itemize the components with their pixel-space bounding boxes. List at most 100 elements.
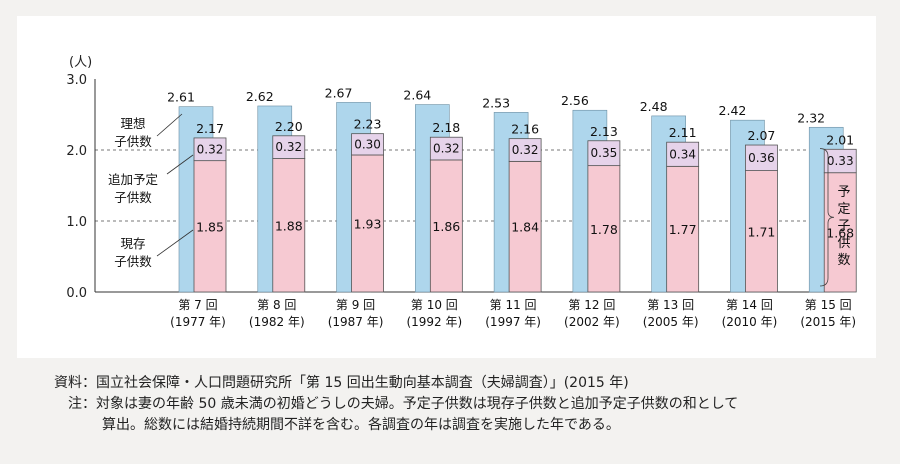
additional-bar	[823, 148, 857, 174]
category-year-label: (1977 年)	[170, 315, 226, 329]
additional-value-label: 0.30	[354, 137, 381, 151]
additional-bar	[193, 137, 227, 162]
planned-value-label: 2.23	[354, 117, 382, 132]
category-label: 第 8 回	[257, 298, 296, 312]
chart-panel: (人) 0.0 1.0 2.0 3.0 2.61 2.17 0.32 1.85 第 7 回 (197…	[17, 16, 876, 358]
existing-bar	[272, 158, 306, 293]
planned-total-label-char: 予	[837, 185, 850, 200]
ideal-value-label: 2.53	[482, 95, 510, 110]
existing-value-label: 1.86	[432, 219, 460, 234]
additional-bar	[745, 144, 778, 171]
existing-value-label: 1.77	[669, 222, 697, 237]
source-head: 資料：	[54, 375, 96, 391]
planned-value-label: 2.16	[511, 122, 539, 137]
category-label: 第 9 回	[336, 298, 375, 312]
existing-bar	[193, 160, 227, 293]
ideal-value-label: 2.62	[246, 89, 274, 104]
additional-bar	[666, 141, 700, 167]
existing-value-label: 1.68	[826, 225, 854, 240]
existing-bar	[745, 170, 778, 293]
ideal-value-label: 2.64	[403, 88, 431, 103]
additional-value-label: 0.32	[275, 140, 302, 154]
category-year-label: (1997 年)	[485, 315, 541, 329]
planned-value-label: 2.11	[669, 125, 697, 140]
ideal-value-label: 2.48	[640, 99, 668, 114]
existing-value-label: 1.88	[275, 218, 303, 233]
planned-value-label: 2.01	[826, 132, 854, 147]
y-tick-label: 1.0	[66, 215, 87, 230]
category-label: 第 14 回	[726, 298, 773, 312]
ideal-value-label: 2.67	[325, 85, 353, 100]
bar-chart: (人) 0.0 1.0 2.0 3.0 2.61 2.17 0.32 1.85 第 7 回 (197…	[66, 55, 857, 329]
additional-bar	[272, 135, 306, 159]
series-label: 理想	[120, 116, 145, 131]
series-label: 子供数	[114, 134, 152, 149]
category-label: 第 7 回	[178, 298, 217, 312]
source-line: 資料：国立社会保障・人口問題研究所「第 15 回出生動向基本調査（夫婦調査）」(…	[36, 373, 886, 394]
additional-value-label: 0.32	[197, 142, 224, 156]
category-year-label: (1992 年)	[406, 315, 462, 329]
existing-bar	[587, 165, 621, 293]
existing-bar	[429, 159, 463, 293]
category-label: 第 11 回	[490, 298, 537, 312]
planned-value-label: 2.13	[590, 124, 618, 139]
additional-value-label: 0.35	[591, 146, 618, 160]
series-label: 現存	[120, 236, 145, 251]
series-label: 追加予定	[108, 172, 158, 187]
note-line: 注：対象は妻の年齢 50 歳未満の初婚どうしの夫婦。予定子供数は現存子供数と追加…	[36, 394, 886, 415]
additional-value-label: 0.32	[433, 142, 460, 156]
category-year-label: (1982 年)	[249, 315, 305, 329]
planned-total-label-char: 数	[837, 253, 850, 268]
ideal-value-label: 2.32	[797, 110, 825, 125]
ideal-value-label: 2.42	[719, 103, 747, 118]
additional-bar	[508, 138, 542, 162]
notes: 資料：国立社会保障・人口問題研究所「第 15 回出生動向基本調査（夫婦調査）」(…	[36, 373, 886, 436]
ideal-pointer-line	[156, 113, 183, 137]
source-text: 国立社会保障・人口問題研究所「第 15 回出生動向基本調査（夫婦調査）」(201…	[96, 375, 629, 391]
additional-value-label: 0.34	[669, 147, 696, 161]
category-year-label: (2005 年)	[643, 315, 699, 329]
note-text-1: 対象は妻の年齢 50 歳未満の初婚どうしの夫婦。予定子供数は現存子供数と追加予定…	[96, 396, 739, 412]
planned-total-label-char: 子	[837, 219, 850, 234]
additional-bar	[587, 140, 621, 167]
note-text-2: 算出。総数には結婚持続期間不詳を含む。各調査の年は調査を実施した年である。	[102, 417, 620, 433]
y-tick-label: 2.0	[66, 144, 87, 159]
category-year-label: (2015 年)	[800, 315, 856, 329]
ideal-value-label: 2.56	[561, 93, 589, 108]
existing-value-label: 1.78	[590, 222, 618, 237]
category-label: 第 12 回	[568, 298, 615, 312]
existing-bar	[351, 154, 384, 293]
existing-value-label: 1.85	[196, 219, 224, 234]
note-head: 注：	[68, 396, 96, 412]
planned-value-label: 2.17	[196, 121, 224, 136]
existing-value-label: 1.93	[354, 216, 382, 231]
y-tick-label: 0.0	[66, 286, 87, 301]
ideal-value-label: 2.61	[167, 90, 195, 105]
existing-value-label: 1.71	[748, 224, 776, 239]
additional-value-label: 0.36	[748, 151, 775, 165]
planned-value-label: 2.07	[748, 128, 776, 143]
planned-total-label-char: 供	[837, 236, 850, 251]
category-year-label: (2010 年)	[722, 315, 778, 329]
series-label: 子供数	[114, 254, 152, 269]
additional-value-label: 0.33	[827, 154, 854, 168]
category-year-label: (1987 年)	[328, 315, 384, 329]
planned-value-label: 2.20	[275, 119, 303, 134]
planned-total-label-char: 定	[837, 202, 850, 217]
category-year-label: (2002 年)	[564, 315, 620, 329]
category-label: 第 15 回	[805, 298, 852, 312]
category-label: 第 13 回	[647, 298, 694, 312]
series-label: 子供数	[114, 190, 152, 205]
additional-bar	[351, 133, 384, 156]
planned-value-label: 2.18	[432, 120, 460, 135]
existing-bar	[508, 160, 542, 293]
existing-value-label: 1.84	[511, 220, 539, 235]
additional-bar	[429, 136, 463, 161]
category-label: 第 10 回	[411, 298, 458, 312]
y-axis-unit: (人)	[69, 55, 92, 70]
additional-pointer-line	[166, 154, 194, 175]
planned-brace	[819, 148, 835, 287]
additional-value-label: 0.32	[512, 143, 539, 157]
existing-pointer-line	[156, 229, 194, 257]
y-tick-label: 3.0	[66, 73, 87, 88]
